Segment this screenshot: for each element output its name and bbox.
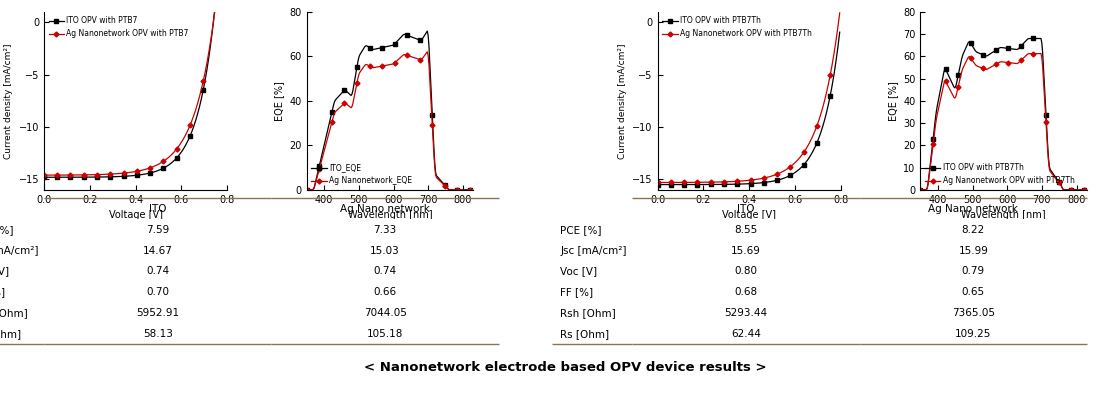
X-axis label: Voltage [V]: Voltage [V] xyxy=(722,210,776,220)
Legend: ITO OPV with PTB7Th, Ag Nanonetwork OPV with PTB7Th: ITO OPV with PTB7Th, Ag Nanonetwork OPV … xyxy=(659,13,815,41)
Legend: ITO OPV with PTB7Th, Ag Nanonetwork OPV with PTB7Th: ITO OPV with PTB7Th, Ag Nanonetwork OPV … xyxy=(922,160,1077,188)
X-axis label: Wavelength [nm]: Wavelength [nm] xyxy=(348,210,433,220)
X-axis label: Wavelength [nm]: Wavelength [nm] xyxy=(962,210,1046,220)
Y-axis label: EQE [%]: EQE [%] xyxy=(887,81,898,121)
Legend: ITO_EQE, Ag Nanonetwork_EQE: ITO_EQE, Ag Nanonetwork_EQE xyxy=(309,160,415,188)
Legend: ITO OPV with PTB7, Ag Nanonetwork OPV with PTB7: ITO OPV with PTB7, Ag Nanonetwork OPV wi… xyxy=(45,13,191,41)
X-axis label: Voltage [V]: Voltage [V] xyxy=(109,210,163,220)
Text: < Nanonetwork electrode based OPV device results >: < Nanonetwork electrode based OPV device… xyxy=(365,360,766,374)
Y-axis label: Current density [mA/cm²]: Current density [mA/cm²] xyxy=(618,43,627,158)
Y-axis label: Current density [mA/cm²]: Current density [mA/cm²] xyxy=(4,43,13,158)
Y-axis label: EQE [%]: EQE [%] xyxy=(274,81,284,121)
